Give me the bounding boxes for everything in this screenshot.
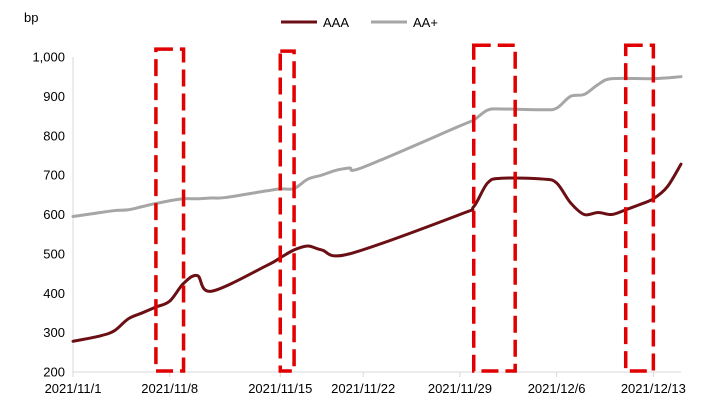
y-axis-ticks: 200 300 400 500 600 700 800 900 1,000	[32, 50, 65, 380]
y-tick-label: 400	[43, 286, 65, 301]
y-tick-label: 300	[43, 325, 65, 340]
y-tick-label: 800	[43, 128, 65, 143]
series-line-aaa	[71, 162, 683, 343]
highlight-box	[471, 43, 517, 373]
y-tick-label: 500	[43, 246, 65, 261]
x-tick-label: 2021/11/29	[428, 381, 492, 396]
highlight-box	[623, 43, 656, 373]
y-tick-label: 900	[43, 89, 65, 104]
series-line-aa-plus	[71, 75, 683, 218]
x-tick-label: 2021/11/15	[248, 381, 312, 396]
x-tick-label: 2021/11/1	[45, 381, 102, 396]
x-tick-label: 2021/12/13	[621, 381, 686, 396]
x-axis-ticks: 2021/11/1 2021/11/8 2021/11/15 2021/11/22 20…	[45, 372, 686, 396]
legend: AAA AA+	[281, 15, 438, 30]
legend-label-aaa: AAA	[323, 15, 349, 30]
highlight-box	[154, 47, 186, 373]
y-tick-label: 700	[43, 168, 65, 183]
x-tick-label: 2021/11/8	[141, 381, 198, 396]
y-unit-label: bp	[24, 10, 38, 25]
y-tick-label: 200	[43, 365, 65, 380]
highlight-box	[278, 49, 296, 373]
series-layer	[71, 75, 683, 343]
y-tick-label: 600	[43, 207, 65, 222]
x-tick-label: 2021/12/6	[528, 381, 586, 396]
legend-label-aa-plus: AA+	[413, 15, 438, 30]
highlight-boxes	[154, 43, 656, 373]
y-tick-label: 1,000	[32, 50, 65, 65]
x-tick-label: 2021/11/22	[331, 381, 395, 396]
